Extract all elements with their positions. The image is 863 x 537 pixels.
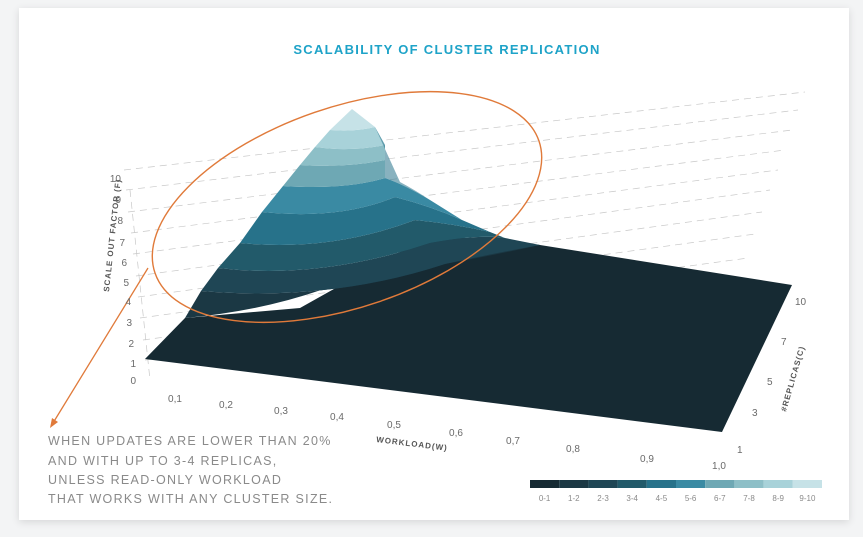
z-tick: 3 [126,318,132,329]
annotation-line: WHEN UPDATES ARE LOWER THAN 20% [48,434,332,448]
y-tick: 5 [767,377,773,388]
z-tick: 8 [117,216,123,227]
legend-label: 6-7 [714,494,726,503]
legend-swatch [763,480,793,488]
z-tick: 9 [115,195,121,206]
z-tick: 6 [121,258,127,269]
z-tick: 0 [130,376,136,387]
band-4-5 [240,197,490,245]
x-tick: 0,7 [506,436,520,447]
legend-swatch [792,480,822,488]
x-tick: 0,4 [330,412,344,423]
band-2-3 [201,236,540,294]
band-3-4 [218,220,505,271]
surface-base [145,235,792,432]
x-axis-title: WORKLOAD(W) [376,435,448,453]
highlight-ellipse [151,90,543,324]
legend-label: 0-1 [539,494,551,503]
z-tick: 1 [130,359,136,370]
annotation-line: AND WITH UP TO 3-4 REPLICAS, [48,454,278,468]
x-tick: 0,9 [640,454,654,465]
y-tick: 1 [737,445,743,456]
z-tick: 7 [119,238,125,249]
x-tick: 0,8 [566,444,580,455]
z-tick: 2 [128,339,134,350]
z-tick: 4 [125,297,131,308]
legend-swatch [588,480,618,488]
legend-label: 3-4 [626,494,638,503]
legend-swatch [530,480,560,488]
annotation-arrow-head [50,418,58,428]
y-tick: 3 [752,408,758,419]
y-tick: 10 [795,297,807,308]
x-tick: 0,1 [168,394,182,405]
legend-swatch [559,480,589,488]
legend-swatch [705,480,735,488]
z-tick: 10 [110,174,122,185]
band-5-6 [262,178,462,220]
y-axis-title: #REPLICAS(C) [779,345,806,413]
annotation-text: WHEN UPDATES ARE LOWER THAN 20% AND WITH… [48,434,333,506]
legend-label: 1-2 [568,494,580,503]
annotation-line: THAT WORKS WITH ANY CLUSTER SIZE. [48,492,333,506]
legend-label: 8-9 [772,494,784,503]
x-tick: 0,6 [449,428,463,439]
chart-title: SCALABILITY OF CLUSTER REPLICATION [293,42,600,57]
legend-label: 4-5 [656,494,668,503]
band-6-7 [283,160,385,187]
legend: 0-1 1-2 2-3 3-4 4-5 5-6 6-7 7-8 8-9 9-10 [530,480,822,503]
surface-peak-right-face [375,127,430,200]
annotation-arrow-line [52,267,149,424]
band-8-9 [315,127,385,150]
legend-swatch [646,480,676,488]
x-tick: 0,2 [219,400,233,411]
legend-label: 7-8 [743,494,755,503]
z-tick: 5 [123,278,129,289]
x-tick: 0,5 [387,420,401,431]
legend-label: 9-10 [799,494,816,503]
x-tick: 1,0 [712,461,726,472]
z-axis: 0 1 2 3 4 5 6 7 8 9 10 SCALE OUT FACTOR … [102,174,136,387]
band-9-10 [330,109,375,131]
annotation-line: UNLESS READ-ONLY WORKLOAD [48,473,282,487]
legend-label: 5-6 [685,494,697,503]
band-7-8 [300,145,385,166]
legend-swatch [734,480,764,488]
z-axis-title: SCALE OUT FACTOR (F) [102,178,123,292]
x-tick: 0,3 [274,406,288,417]
y-tick: 7 [781,337,787,348]
legend-swatch [617,480,647,488]
legend-label: 2-3 [597,494,609,503]
legend-swatch [676,480,706,488]
